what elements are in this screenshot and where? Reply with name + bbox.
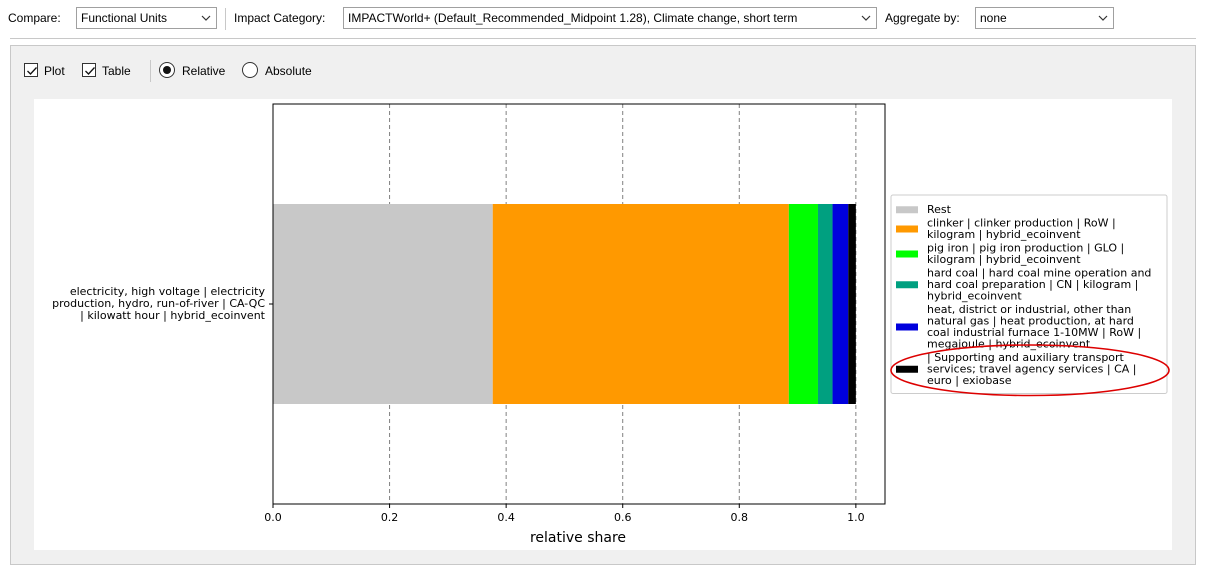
- legend-label-5: heat, district or industrial, other than: [927, 303, 1131, 316]
- table-checkbox[interactable]: [82, 63, 96, 77]
- compare-label: Compare:: [8, 11, 61, 25]
- y-tick-label: | kilowatt hour | hybrid_ecoinvent: [80, 309, 266, 322]
- legend-label-6: | Supporting and auxiliary transport: [927, 351, 1125, 364]
- legend-swatch-2: [896, 225, 918, 233]
- x-axis-label: relative share: [530, 530, 626, 546]
- bar-segment-4: [817, 204, 833, 404]
- chevron-down-icon: [1098, 15, 1108, 21]
- top-toolbar: Compare: Functional Units Impact Categor…: [0, 0, 1210, 38]
- plot-canvas: electricity, high voltage | electricity p…: [34, 99, 1172, 550]
- x-tick-label: 0.6: [614, 511, 632, 524]
- x-tick-label: 0.2: [381, 511, 399, 524]
- relative-radio[interactable]: [159, 62, 175, 78]
- x-tick-label: 1.0: [847, 511, 865, 524]
- legend-label-3: kilogram | hybrid_ecoinvent: [927, 253, 1081, 266]
- y-tick-label: electricity, high voltage | electricity: [70, 285, 266, 298]
- aggregate-label: Aggregate by:: [885, 11, 960, 25]
- impact-category-label: Impact Category:: [234, 11, 326, 25]
- legend-swatch-1: [896, 206, 918, 214]
- bar-segment-2: [492, 204, 789, 404]
- bar-segment-5: [832, 204, 849, 404]
- legend-label-5: coal industrial furnace 1-10MW | RoW |: [927, 326, 1141, 339]
- x-tick-label: 0.8: [731, 511, 749, 524]
- chevron-down-icon: [861, 15, 871, 21]
- checkmark-icon: [27, 67, 37, 75]
- compare-dropdown[interactable]: Functional Units: [76, 7, 217, 29]
- absolute-label: Absolute: [265, 64, 312, 78]
- legend-label-2: clinker | clinker production | RoW |: [927, 217, 1116, 230]
- highlight-ellipse: [890, 344, 1170, 397]
- contribution-chart: electricity, high voltage | electricityp…: [52, 103, 1170, 546]
- legend-swatch-6: [896, 365, 918, 373]
- bar-segment-6: [848, 204, 856, 404]
- legend-label-6: services; travel agency services | CA |: [927, 363, 1137, 376]
- aggregate-dropdown[interactable]: none: [975, 7, 1114, 29]
- legend-label-5: natural gas | heat production, at hard: [927, 315, 1134, 328]
- x-tick-label: 0.4: [497, 511, 514, 524]
- legend-swatch-5: [896, 323, 918, 331]
- bar-segment-1: [273, 204, 493, 404]
- impact-category-dropdown[interactable]: IMPACTWorld+ (Default_Recommended_Midpoi…: [343, 7, 877, 29]
- toolbar-divider: [10, 38, 1196, 39]
- legend-label-3: pig iron | pig iron production | GLO |: [927, 242, 1124, 255]
- impact-category-value: IMPACTWorld+ (Default_Recommended_Midpoi…: [348, 11, 798, 25]
- checkmark-icon: [85, 67, 95, 75]
- radio-selected-dot: [163, 66, 171, 74]
- plot-label: Plot: [44, 64, 65, 78]
- toolbar-separator: [225, 8, 226, 30]
- legend-swatch-4: [896, 281, 918, 289]
- bar-segment-3: [788, 204, 818, 404]
- legend-label-4: hard coal | hard coal mine operation and: [927, 267, 1151, 280]
- aggregate-value: none: [980, 11, 1007, 25]
- legend-box: [890, 194, 1168, 394]
- legend-swatch-3: [896, 250, 918, 258]
- absolute-radio[interactable]: [242, 62, 258, 78]
- y-tick-label: production, hydro, run-of-river | CA-QC: [52, 297, 265, 310]
- chevron-down-icon: [201, 15, 211, 21]
- relative-label: Relative: [182, 64, 226, 78]
- legend-label-1: Rest: [927, 203, 952, 216]
- options-separator: [150, 60, 151, 82]
- legend-label-4: hard coal preparation | CN | kilogram |: [927, 278, 1138, 291]
- plot-checkbox[interactable]: [24, 63, 38, 77]
- legend-label-6: euro | exiobase: [927, 374, 1012, 387]
- compare-value: Functional Units: [81, 11, 168, 25]
- legend-label-4: hybrid_ecoinvent: [927, 290, 1022, 303]
- x-tick-label: 0.0: [264, 511, 282, 524]
- legend-label-2: kilogram | hybrid_ecoinvent: [927, 228, 1081, 241]
- table-label: Table: [102, 64, 131, 78]
